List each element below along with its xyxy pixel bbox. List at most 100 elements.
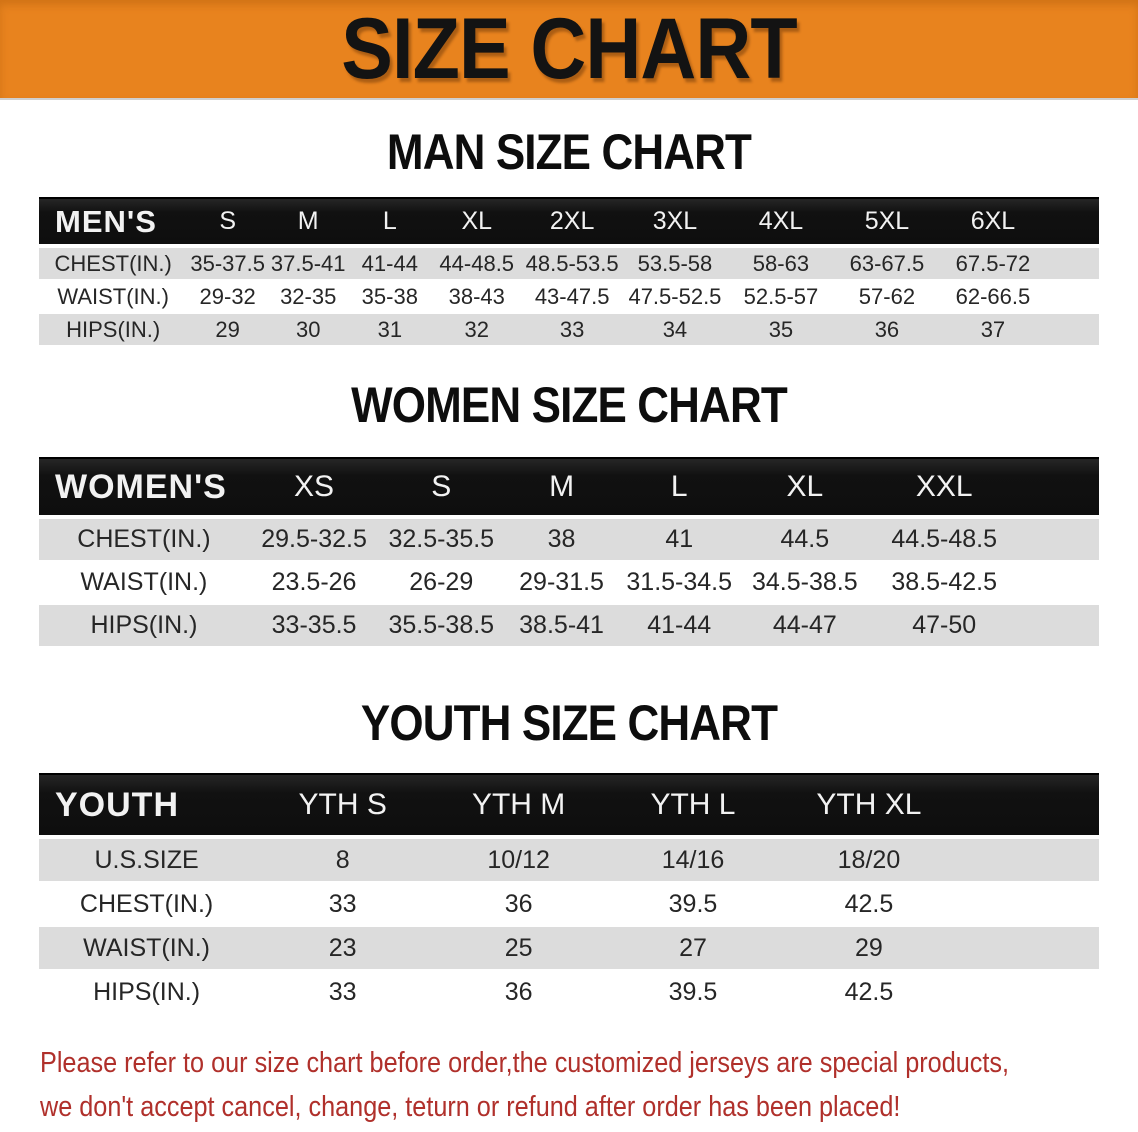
size-value-cell: 44.5: [738, 519, 872, 562]
men-size-table: MEN'S S M L XL 2XL 3XL 4XL 5XL 6XL CHEST…: [39, 197, 1099, 347]
men-chest-row: CHEST(IN.) 35-37.5 37.5-41 41-44 44-48.5…: [39, 248, 1099, 281]
men-size-column-header: XL: [431, 197, 523, 248]
size-value-cell: 38: [503, 519, 620, 562]
filler-cell: [957, 927, 1099, 971]
youth-size-column-header: YTH XL: [779, 773, 958, 839]
size-value-cell: 35.5-38.5: [379, 605, 504, 648]
size-value-cell: 47-50: [871, 605, 1018, 648]
row-label: WAIST(IN.): [39, 927, 255, 971]
women-size-column-header: XXL: [871, 457, 1018, 519]
youth-hips-row: HIPS(IN.) 33 36 39.5 42.5: [39, 971, 1099, 1015]
banner: SIZE CHART: [0, 0, 1138, 100]
men-size-column-header: 2XL: [522, 197, 622, 248]
women-waist-row: WAIST(IN.) 23.5-26 26-29 29-31.5 31.5-34…: [39, 562, 1099, 605]
size-value-cell: 37: [939, 314, 1046, 347]
women-size-column-header: S: [379, 457, 504, 519]
row-label: CHEST(IN.): [39, 519, 249, 562]
men-size-column-header: 4XL: [727, 197, 834, 248]
size-value-cell: 32: [431, 314, 523, 347]
women-hips-row: HIPS(IN.) 33-35.5 35.5-38.5 38.5-41 41-4…: [39, 605, 1099, 648]
size-value-cell: 32.5-35.5: [379, 519, 504, 562]
size-value-cell: 14/16: [606, 839, 780, 883]
size-value-cell: 33-35.5: [248, 605, 380, 648]
size-value-cell: 30: [267, 314, 349, 347]
size-value-cell: 29-31.5: [503, 562, 620, 605]
row-label: HIPS(IN.): [39, 314, 188, 347]
size-value-cell: 63-67.5: [833, 248, 940, 281]
row-label: CHEST(IN.): [39, 883, 255, 927]
size-value-cell: 33: [254, 971, 432, 1015]
size-value-cell: 8: [254, 839, 432, 883]
youth-table-header-row: YOUTH YTH S YTH M YTH L YTH XL: [39, 773, 1099, 839]
size-value-cell: 39.5: [606, 971, 780, 1015]
size-value-cell: 57-62: [833, 281, 940, 314]
youth-size-column-header: YTH M: [431, 773, 607, 839]
filler-cell: [1017, 562, 1099, 605]
women-table-header-row: WOMEN'S XS S M L XL XXL: [39, 457, 1099, 519]
men-size-column-header: 3XL: [621, 197, 728, 248]
women-size-column-header: XL: [738, 457, 872, 519]
size-value-cell: 44-48.5: [431, 248, 523, 281]
size-value-cell: 23.5-26: [248, 562, 380, 605]
women-size-column-header: XS: [248, 457, 380, 519]
women-section-heading: WOMEN SIZE CHART: [351, 377, 788, 433]
women-header-filler: [1017, 457, 1099, 519]
women-size-column-header: L: [619, 457, 739, 519]
men-waist-row: WAIST(IN.) 29-32 32-35 35-38 38-43 43-47…: [39, 281, 1099, 314]
women-size-table: WOMEN'S XS S M L XL XXL CHEST(IN.) 29.5-…: [39, 457, 1099, 648]
size-value-cell: 44-47: [738, 605, 872, 648]
size-value-cell: 41: [619, 519, 739, 562]
filler-cell: [957, 839, 1099, 883]
size-value-cell: 42.5: [779, 971, 958, 1015]
size-value-cell: 41-44: [619, 605, 739, 648]
size-value-cell: 36: [431, 971, 607, 1015]
women-chest-row: CHEST(IN.) 29.5-32.5 32.5-35.5 38 41 44.…: [39, 519, 1099, 562]
size-value-cell: 34: [621, 314, 728, 347]
size-value-cell: 67.5-72: [939, 248, 1046, 281]
size-value-cell: 36: [833, 314, 940, 347]
size-value-cell: 10/12: [431, 839, 607, 883]
size-value-cell: 34.5-38.5: [738, 562, 872, 605]
size-value-cell: 35-37.5: [187, 248, 268, 281]
men-size-column-header: 6XL: [939, 197, 1046, 248]
size-value-cell: 27: [606, 927, 780, 971]
youth-table-header-label: YOUTH: [39, 773, 255, 839]
filler-cell: [1045, 314, 1099, 347]
size-value-cell: 29: [187, 314, 268, 347]
size-value-cell: 47.5-52.5: [621, 281, 728, 314]
size-value-cell: 38.5-41: [503, 605, 620, 648]
row-label: WAIST(IN.): [39, 281, 188, 314]
youth-size-table: YOUTH YTH S YTH M YTH L YTH XL U.S.SIZE …: [39, 773, 1099, 1015]
size-value-cell: 39.5: [606, 883, 780, 927]
size-value-cell: 35-38: [348, 281, 432, 314]
men-table-header-row: MEN'S S M L XL 2XL 3XL 4XL 5XL 6XL: [39, 197, 1099, 248]
size-value-cell: 29-32: [187, 281, 268, 314]
men-size-column-header: S: [187, 197, 268, 248]
filler-cell: [1045, 281, 1099, 314]
size-value-cell: 35: [727, 314, 834, 347]
youth-chest-row: CHEST(IN.) 33 36 39.5 42.5: [39, 883, 1099, 927]
youth-header-filler: [957, 773, 1099, 839]
row-label: U.S.SIZE: [39, 839, 255, 883]
men-hips-row: HIPS(IN.) 29 30 31 32 33 34 35 36 37: [39, 314, 1099, 347]
youth-size-column-header: YTH S: [254, 773, 432, 839]
youth-ussize-row: U.S.SIZE 8 10/12 14/16 18/20: [39, 839, 1099, 883]
men-header-filler: [1045, 197, 1099, 248]
men-size-column-header: M: [267, 197, 349, 248]
size-value-cell: 36: [431, 883, 607, 927]
size-value-cell: 31: [348, 314, 432, 347]
size-value-cell: 53.5-58: [621, 248, 728, 281]
men-table-header-label: MEN'S: [39, 197, 188, 248]
size-value-cell: 29: [779, 927, 958, 971]
size-value-cell: 48.5-53.5: [522, 248, 622, 281]
row-label: HIPS(IN.): [39, 605, 249, 648]
youth-section-heading: YOUTH SIZE CHART: [360, 695, 778, 751]
size-value-cell: 62-66.5: [939, 281, 1046, 314]
filler-cell: [1017, 605, 1099, 648]
disclaimer-line-2: we don't accept cancel, change, teturn o…: [40, 1091, 901, 1123]
size-value-cell: 18/20: [779, 839, 958, 883]
youth-size-column-header: YTH L: [606, 773, 780, 839]
filler-cell: [1045, 248, 1099, 281]
filler-cell: [957, 883, 1099, 927]
filler-cell: [957, 971, 1099, 1015]
